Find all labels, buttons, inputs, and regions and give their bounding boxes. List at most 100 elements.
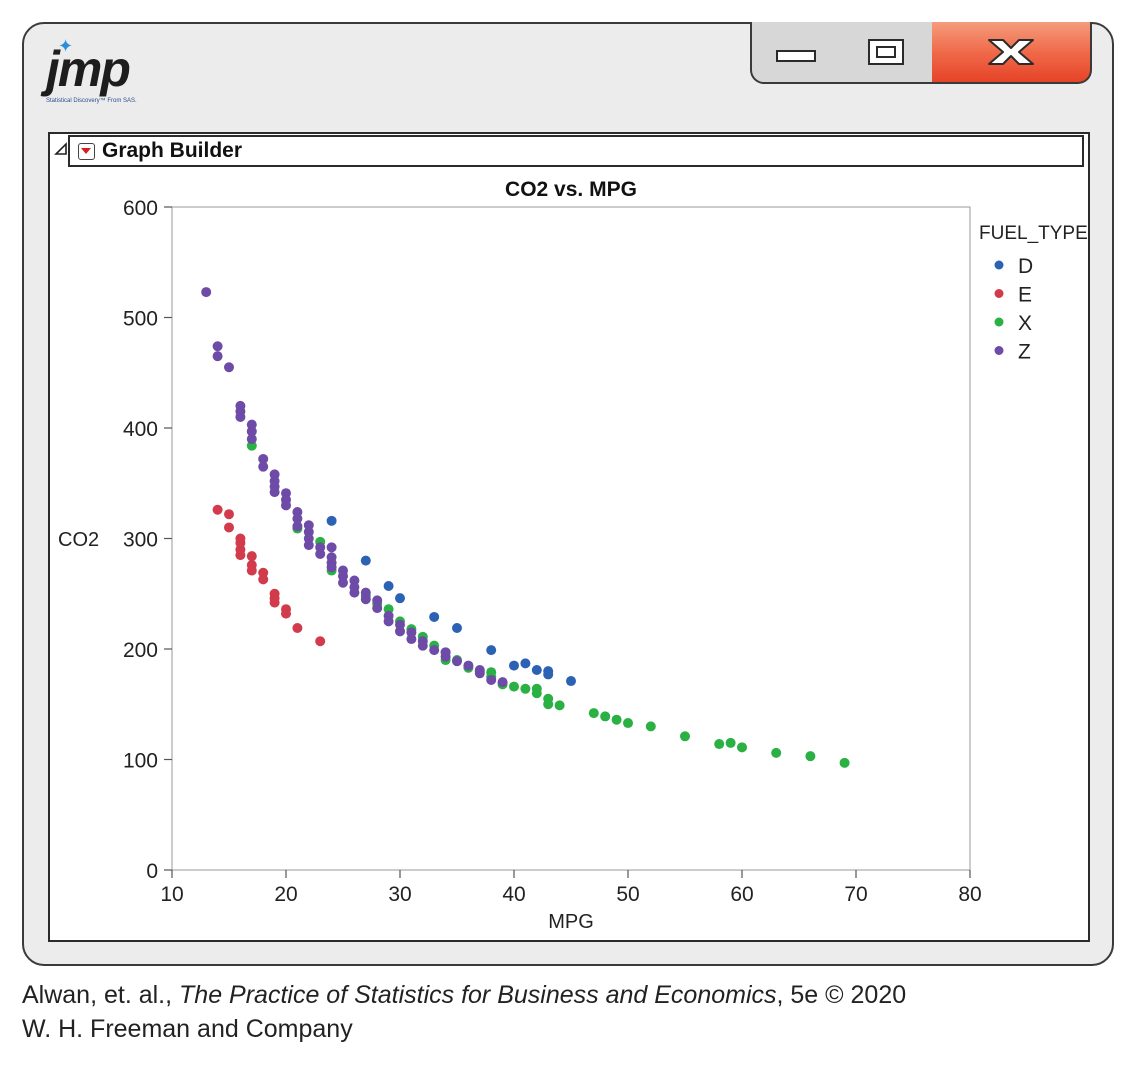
x-tick-label: 80	[958, 883, 981, 906]
data-point-e	[246, 565, 257, 576]
data-point-z	[497, 677, 508, 688]
x-tick-label: 70	[844, 883, 867, 906]
caption-line-1: Alwan, et. al., The Practice of Statisti…	[22, 978, 906, 1012]
maximize-button[interactable]	[840, 22, 934, 84]
y-tick-label: 200	[123, 639, 158, 662]
data-point-z	[486, 674, 497, 685]
legend-label-z: Z	[1018, 341, 1031, 364]
data-point-e	[224, 522, 234, 533]
red-triangle-menu-icon[interactable]	[78, 143, 95, 160]
close-button[interactable]	[932, 22, 1092, 84]
data-point-d	[520, 658, 531, 669]
figure-caption: Alwan, et. al., The Practice of Statisti…	[22, 978, 906, 1046]
data-point-z	[338, 577, 348, 588]
data-point-z	[212, 351, 223, 362]
y-tick-label: 0	[146, 860, 158, 883]
y-tick-label: 100	[123, 750, 158, 773]
minimize-icon	[776, 50, 816, 62]
data-point-x	[680, 731, 690, 742]
data-point-x	[554, 700, 565, 711]
caption-edition: , 5e © 2020	[776, 981, 907, 1009]
caption-publisher: W. H. Freeman and Company	[22, 1015, 353, 1043]
data-point-d	[486, 645, 497, 656]
data-point-z	[417, 640, 428, 651]
data-point-x	[725, 737, 736, 748]
scatter-chart: CO2 vs. MPG 0 100 200 300 400 500 600 10 20 30 40 50…	[58, 178, 1088, 933]
x-tick-label: 20	[274, 883, 297, 906]
data-point-e	[269, 597, 280, 608]
data-point-z	[246, 426, 257, 437]
data-point-d	[543, 669, 554, 680]
data-point-d	[360, 555, 371, 566]
data-point-z	[269, 487, 280, 498]
data-point-z	[452, 656, 462, 667]
data-point-x	[509, 681, 519, 692]
x-tick-label: 10	[160, 883, 183, 906]
caption-authors: Alwan, et. al.,	[22, 981, 180, 1009]
data-point-z	[463, 660, 474, 671]
x-tick-label: 40	[502, 883, 525, 906]
jmp-logo: jmp ✦ Statistical Discovery™ From SAS.	[40, 36, 150, 110]
data-point-e	[212, 504, 223, 515]
data-point-d	[452, 623, 462, 634]
data-point-d	[429, 611, 440, 622]
data-point-z	[258, 453, 269, 464]
y-tick-label: 400	[123, 418, 158, 441]
data-point-z	[474, 668, 485, 679]
data-point-x	[520, 683, 531, 694]
legend-marker-e	[994, 289, 1004, 298]
y-tick-label: 600	[123, 197, 158, 220]
y-tick-label: 500	[123, 308, 158, 331]
data-point-d	[509, 660, 519, 671]
x-axis-label: MPG	[548, 911, 594, 933]
x-tick-label: 60	[730, 883, 753, 906]
x-tick-label: 30	[388, 883, 411, 906]
data-point-z	[281, 500, 291, 511]
data-point-z	[201, 287, 212, 298]
y-tick-label: 300	[123, 529, 158, 552]
data-point-z	[235, 411, 246, 422]
logo-star-icon: ✦	[58, 36, 74, 56]
legend-marker-d	[994, 260, 1004, 270]
disclosure-triangle-icon[interactable]	[54, 142, 68, 156]
data-point-e	[292, 623, 303, 634]
caption-book-title: The Practice of Statistics for Business …	[179, 981, 777, 1009]
data-point-x	[611, 714, 622, 725]
data-point-z	[292, 513, 303, 524]
legend-title: FUEL_TYPE	[979, 223, 1088, 244]
data-point-z	[395, 626, 405, 637]
data-point-z	[212, 341, 223, 352]
data-point-z	[246, 434, 257, 445]
data-point-x	[645, 721, 656, 732]
legend-marker-x	[994, 317, 1004, 327]
data-point-z	[383, 616, 394, 627]
x-tick-label: 50	[616, 883, 639, 906]
data-point-z	[360, 594, 371, 605]
legend-marker-z	[994, 346, 1004, 355]
legend-label-d: D	[1018, 255, 1033, 278]
data-point-z	[372, 603, 383, 614]
data-point-z	[326, 562, 337, 573]
data-point-x	[714, 739, 725, 750]
graph-builder-header	[68, 135, 1084, 167]
data-point-d	[566, 676, 576, 687]
data-point-z	[349, 587, 360, 598]
data-point-x	[771, 747, 782, 758]
data-point-x	[588, 708, 599, 719]
data-point-z	[326, 542, 337, 553]
data-point-z	[224, 362, 234, 373]
data-point-d	[395, 593, 405, 604]
logo-wordmark: jmp	[46, 41, 131, 97]
close-x-icon	[988, 39, 1034, 65]
legend-label-x: X	[1018, 312, 1032, 335]
data-point-x	[805, 751, 816, 762]
data-point-d	[383, 581, 394, 592]
data-point-d	[326, 515, 337, 526]
plot-area	[171, 206, 971, 871]
data-point-z	[429, 645, 440, 656]
data-point-e	[258, 574, 269, 585]
data-point-z	[315, 548, 326, 559]
data-point-z	[292, 521, 303, 532]
data-point-e	[315, 636, 326, 647]
data-point-d	[531, 664, 542, 675]
